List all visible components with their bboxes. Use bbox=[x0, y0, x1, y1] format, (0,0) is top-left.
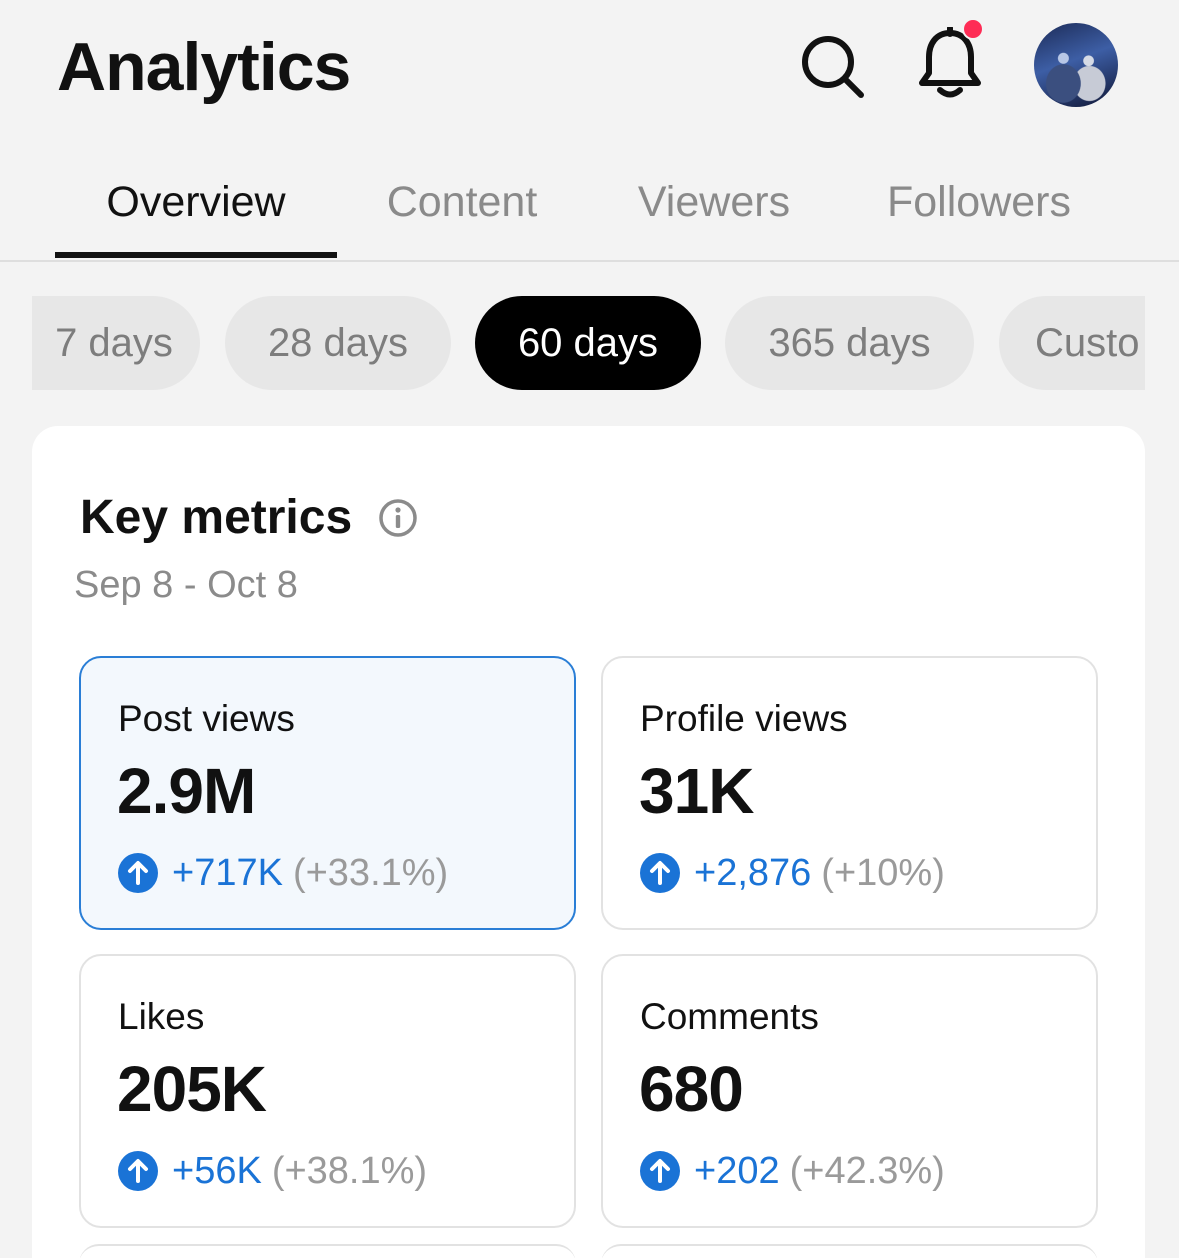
arrow-up-icon bbox=[640, 853, 680, 893]
tab-followers[interactable]: Followers bbox=[887, 178, 1071, 226]
tab-overview[interactable]: Overview bbox=[106, 178, 286, 226]
metric-profile-views[interactable]: Profile views 31K +2,876 (+10%) bbox=[601, 656, 1098, 930]
metric-delta-percent: (+33.1%) bbox=[292, 851, 449, 894]
chip-28-days[interactable]: 28 days bbox=[225, 296, 451, 390]
arrow-up-icon bbox=[118, 1151, 158, 1191]
avatar[interactable] bbox=[1034, 23, 1118, 107]
metric-delta: +202 (+42.3%) bbox=[640, 1150, 945, 1192]
metric-value: 205K bbox=[117, 1053, 267, 1125]
metric-value: 31K bbox=[639, 755, 754, 827]
metric-value: 680 bbox=[639, 1053, 744, 1125]
metric-value: 2.9M bbox=[117, 755, 256, 827]
tab-content[interactable]: Content bbox=[386, 178, 538, 226]
metric-delta-percent: (+42.3%) bbox=[789, 1149, 945, 1192]
key-metrics-title: Key metrics bbox=[80, 491, 353, 544]
metric-delta: +2,876 (+10%) bbox=[640, 852, 945, 894]
metric-label: Comments bbox=[640, 996, 819, 1037]
search-button[interactable] bbox=[798, 32, 866, 100]
page-title: Analytics bbox=[57, 29, 351, 105]
metric-likes[interactable]: Likes 205K +56K (+38.1%) bbox=[79, 954, 576, 1228]
chip-custom[interactable]: Custo bbox=[999, 296, 1145, 390]
notifications-button[interactable] bbox=[914, 18, 986, 102]
tab-bar: Overview Content Viewers Followers bbox=[0, 150, 1179, 262]
metric-delta-percent: (+38.1%) bbox=[271, 1149, 428, 1192]
metric-tile-partial bbox=[601, 1244, 1098, 1258]
metric-delta: +717K (+33.1%) bbox=[118, 852, 448, 894]
metric-delta-value: +202 bbox=[694, 1149, 780, 1192]
metric-delta-value: +717K bbox=[172, 851, 283, 894]
arrow-up-icon bbox=[118, 853, 158, 893]
chip-7-days[interactable]: 7 days bbox=[32, 296, 200, 390]
metric-delta: +56K (+38.1%) bbox=[118, 1150, 427, 1192]
date-range-label: Sep 8 - Oct 8 bbox=[74, 564, 298, 606]
chip-365-days[interactable]: 365 days bbox=[725, 296, 974, 390]
date-range-chips: 7 days 28 days 60 days 365 days Custo bbox=[32, 296, 1145, 390]
metric-delta-value: +2,876 bbox=[694, 851, 812, 894]
metric-tile-partial bbox=[79, 1244, 576, 1258]
metric-label: Profile views bbox=[640, 698, 848, 739]
tab-viewers[interactable]: Viewers bbox=[637, 178, 791, 226]
arrow-up-icon bbox=[640, 1151, 680, 1191]
metric-comments[interactable]: Comments 680 +202 (+42.3%) bbox=[601, 954, 1098, 1228]
bell-icon bbox=[919, 27, 981, 98]
metric-post-views[interactable]: Post views 2.9M +717K (+33.1%) bbox=[79, 656, 576, 930]
metric-delta-value: +56K bbox=[172, 1149, 262, 1192]
metric-delta-percent: (+10%) bbox=[821, 851, 945, 894]
info-icon[interactable] bbox=[378, 498, 418, 538]
search-icon bbox=[802, 36, 864, 98]
metric-label: Likes bbox=[118, 996, 205, 1037]
chip-60-days[interactable]: 60 days bbox=[475, 296, 701, 390]
metric-label: Post views bbox=[118, 698, 295, 739]
notification-dot bbox=[962, 18, 984, 40]
active-tab-indicator bbox=[55, 252, 337, 258]
